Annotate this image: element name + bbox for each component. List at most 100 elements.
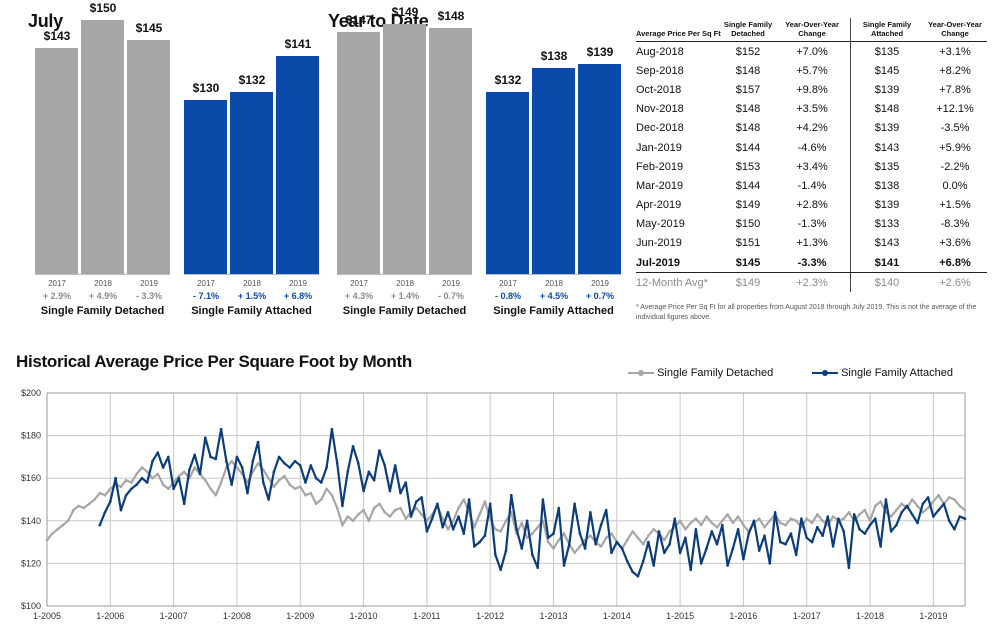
cell-sfa-yoy: +6.8% (923, 253, 987, 274)
bar-value-label: $132 (494, 73, 522, 87)
series-attached-line-point (652, 564, 655, 567)
cell-sfd-yoy: +3.4% (774, 157, 851, 177)
series-attached-line-point (145, 481, 149, 484)
series-attached-line-point (657, 530, 661, 533)
x-tick-label: 1-2010 (350, 611, 378, 621)
table-row: Oct-2018 $157 +9.8% $139 +7.8% (636, 80, 987, 100)
series-detached-line-point (298, 485, 302, 488)
series-detached-line-point (415, 506, 418, 510)
bar-baseline (35, 274, 170, 275)
series-attached-line-point (156, 451, 160, 454)
series-attached-line-point (288, 466, 292, 469)
series-detached-line-point (779, 521, 782, 525)
y-tick-label: $200 (21, 388, 41, 398)
series-attached-line-point (103, 511, 107, 514)
series-attached-line-point (889, 530, 893, 533)
series-attached-line-point (124, 493, 128, 497)
cell-month: Apr-2019 (636, 199, 682, 212)
series-detached-line-point (868, 519, 872, 523)
series-detached-line-point (45, 538, 49, 542)
series-attached-line-point (900, 511, 903, 514)
cell-sfa-yoy: +2.6% (939, 276, 971, 289)
table-row: Feb-2019 $153 +3.4% $135 -2.2% (636, 157, 987, 177)
series-attached-line-point (362, 489, 365, 493)
series-detached-line-point (916, 504, 919, 508)
series-attached-line-point (393, 464, 397, 467)
series-attached-line-point (462, 532, 466, 535)
series-detached-line-point (721, 519, 724, 523)
cell-sfa-yoy: +8.2% (939, 64, 971, 77)
series-attached-line-point (626, 560, 629, 563)
series-detached-line-point (288, 483, 292, 486)
series-attached-line-point (351, 445, 355, 448)
series-attached-line-point (467, 498, 471, 501)
series-attached-line-point (119, 508, 123, 512)
series-attached-line-point (420, 496, 423, 499)
series-attached-line-point (568, 542, 571, 546)
monthly-price-table: Average Price Per Sq Ft Single Family De… (636, 18, 987, 293)
history-title: Historical Average Price Per Square Foot… (16, 352, 412, 371)
series-attached-line-point (557, 506, 561, 510)
series-attached-line-point (425, 530, 429, 533)
bar-value-label: $139 (586, 45, 614, 59)
series-detached-line-point (267, 476, 270, 480)
series-detached-line-point (156, 472, 160, 476)
bar-2017 (35, 48, 78, 274)
table-header-row: Average Price Per Sq Ft Single Family De… (636, 18, 987, 42)
group-label: Single Family Attached (191, 305, 312, 317)
series-attached-line-point (773, 511, 777, 514)
cell-sfa-price: $138 (874, 179, 900, 192)
x-tick-label: 1-2019 (919, 611, 947, 621)
y-tick-label: $100 (21, 601, 41, 611)
cell-sfd-price: $145 (722, 253, 774, 274)
series-detached-line-point (710, 521, 714, 525)
series-detached-line-point (937, 493, 940, 497)
bar-change-label: + 4.9% (88, 291, 118, 301)
series-detached-line-point (652, 528, 655, 531)
series-detached-line-point (420, 513, 423, 516)
legend-detached-label: Single Family Detached (657, 367, 774, 379)
cell-sfd-price: $144 (735, 179, 761, 192)
series-attached-line-point (842, 530, 845, 533)
series-attached-line-point (731, 547, 735, 550)
series-detached-line-point (499, 530, 503, 533)
cell-sfa-price: $141 (850, 253, 923, 274)
series-detached-line-point (546, 540, 550, 544)
cell-month: Jun-2019 (636, 237, 682, 250)
series-attached-line-point (673, 517, 677, 520)
cell-sfd-yoy: +1.3% (774, 233, 851, 254)
series-detached-line-point (98, 491, 102, 495)
series-attached-line-point (504, 549, 508, 552)
series-attached-line-point (193, 453, 196, 457)
series-attached-line-point (610, 551, 613, 555)
bar-year-label: 2017 (350, 279, 368, 288)
series-attached-line-point (383, 464, 387, 467)
series-detached-line-point (61, 523, 65, 527)
cell-sfd-yoy: -4.6% (774, 137, 851, 158)
series-detached-line-point (589, 534, 592, 537)
series-detached-line-point (578, 545, 582, 548)
series-attached-line-point (942, 502, 946, 506)
series-detached-line-point (926, 506, 930, 510)
series-attached-line-point (953, 528, 956, 531)
series-detached-line-point (388, 515, 392, 518)
cell-sfd-yoy: +3.5% (774, 99, 851, 119)
series-attached-line-point (937, 508, 940, 512)
series-attached-line-point (589, 511, 592, 514)
cell-sfa-yoy: +7.8% (939, 83, 971, 96)
series-attached-line-point (483, 534, 487, 537)
series-detached-line-point (794, 519, 798, 523)
series-attached-line-point (879, 545, 882, 548)
series-detached-line-point (879, 500, 882, 503)
bar-year-label: 2019 (591, 279, 609, 288)
x-tick-label: 1-2006 (96, 611, 124, 621)
series-detached-line-point (93, 498, 96, 501)
series-detached-line-point (504, 519, 508, 523)
series-attached-line-point (499, 568, 503, 572)
series-attached-line-point (710, 530, 714, 533)
x-tick-label: 1-2008 (223, 611, 251, 621)
cell-month: Oct-2018 (636, 83, 682, 96)
series-attached-line-point (684, 536, 687, 540)
series-detached-line-point (193, 466, 196, 469)
series-attached-line-point (219, 427, 223, 431)
